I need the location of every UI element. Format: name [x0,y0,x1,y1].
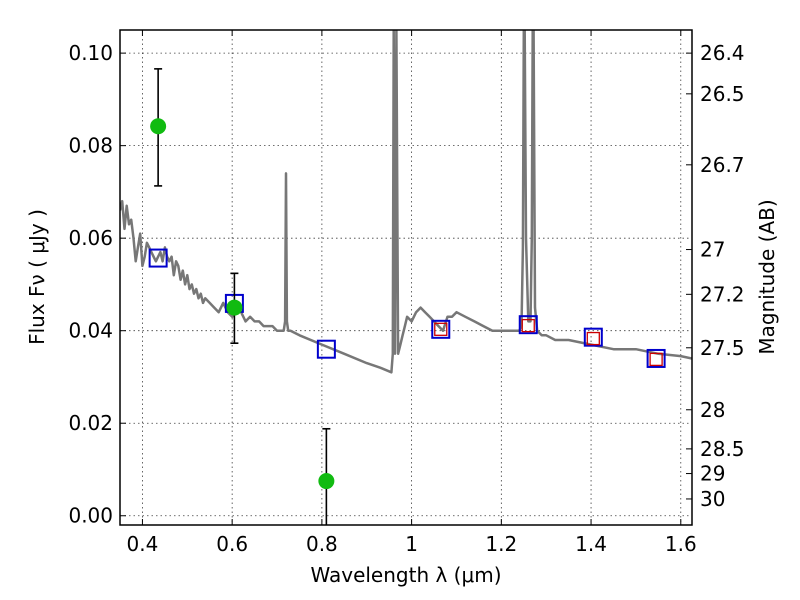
y-tick-label: 0.02 [68,411,113,435]
observed-flux-point [226,299,243,316]
mag-tick-label: 27 [700,238,725,262]
x-tick-label: 1.2 [485,532,517,556]
mag-tick-label: 29 [700,462,725,486]
series-layer [120,30,692,525]
model-spectrum-line [120,30,692,374]
y-axis-label: Flux Fν ( μJy ) [25,209,49,345]
model-photometry-square [148,248,168,268]
x-tick-label: 0.6 [216,532,248,556]
y-tick-label: 0.06 [68,226,113,250]
x-tick-label: 1.6 [665,532,697,556]
y-axis-right-label: Magnitude (AB) [755,199,779,354]
x-tick-label: 1 [405,532,418,556]
mag-tick-label: 28.5 [700,437,745,461]
y-tick-label: 0.10 [68,41,113,65]
x-axis-label: Wavelength λ (μm) [310,563,501,587]
secondary-photometry-square [649,352,663,367]
secondary-photometry-square [434,322,448,336]
grid-layer [120,30,692,525]
mag-tick-label: 27.5 [700,336,745,360]
model-photometry-square [583,327,603,347]
mag-tick-label: 30 [700,487,725,511]
observed-flux-point [150,118,167,135]
observed-flux-point [318,473,335,490]
model-photometry-square [518,315,538,335]
x-tick-label: 0.8 [306,532,338,556]
mag-tick-label: 27.2 [700,282,745,306]
model-photometry-square [431,319,451,339]
secondary-photometry-square [586,331,600,346]
mag-tick-label: 26.5 [700,82,745,106]
mag-tick-label: 26.7 [700,153,745,177]
y-tick-label: 0.00 [68,504,113,528]
y-tick-label: 0.08 [68,134,113,158]
x-tick-label: 0.4 [127,532,159,556]
model-photometry-square [646,348,666,368]
y-tick-label: 0.04 [68,319,113,343]
plot-frame [119,29,693,526]
model-photometry-square [316,339,336,359]
mag-tick-label: 28 [700,398,725,422]
mag-tick-label: 26.4 [700,41,745,65]
tick-layer: 0.4 0.6 0.8 1 1.2 1.4 1.6 0.00 0.02 0.04 0.06 0.08 0… [68,30,745,556]
x-tick-label: 1.4 [575,532,607,556]
secondary-photometry-square [521,318,535,333]
